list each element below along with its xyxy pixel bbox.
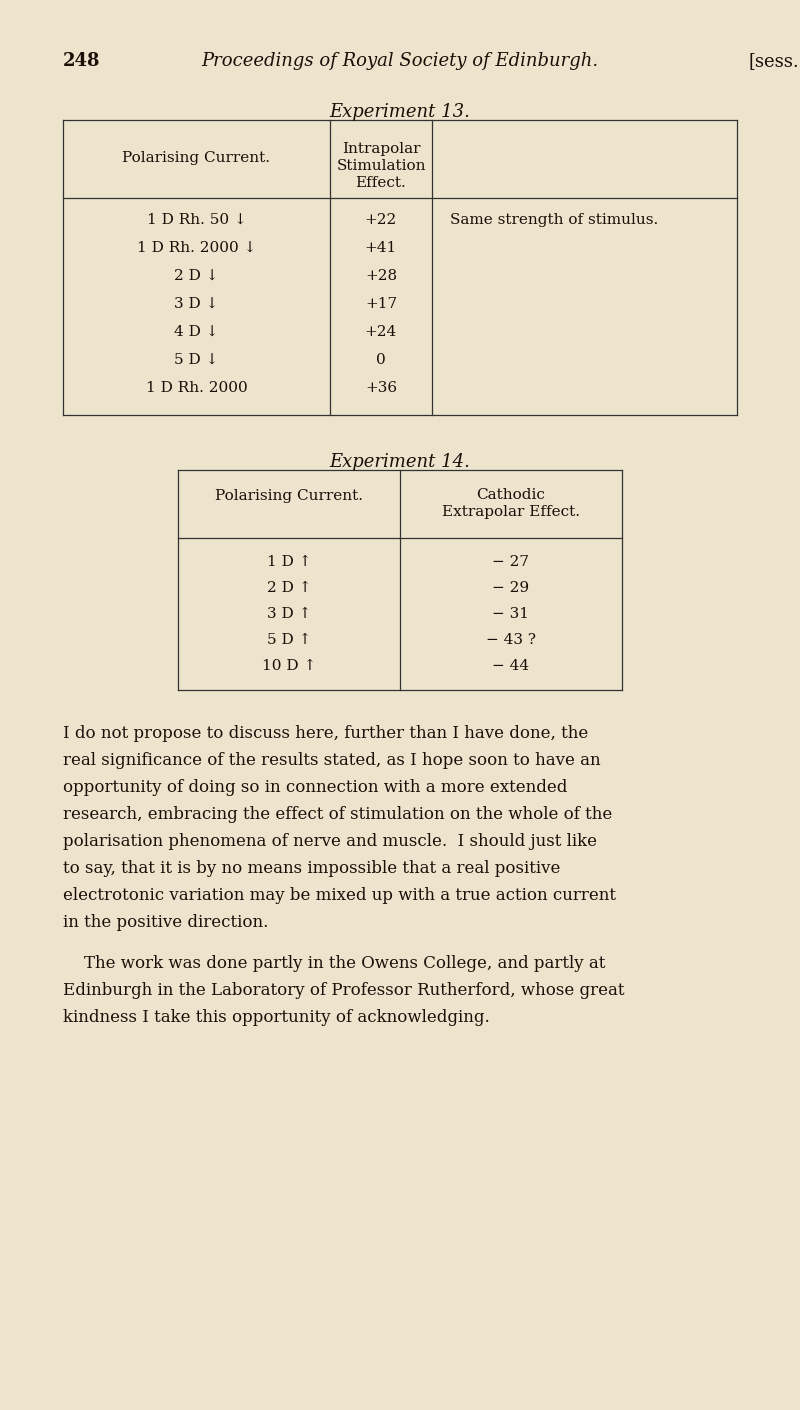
Text: Effect.: Effect. (356, 176, 406, 190)
Text: +22: +22 (365, 213, 397, 227)
Text: Stimulation: Stimulation (336, 159, 426, 173)
Text: electrotonic variation may be mixed up with a true action current: electrotonic variation may be mixed up w… (63, 887, 616, 904)
Text: Intrapolar: Intrapolar (342, 142, 420, 157)
Text: Experiment 14.: Experiment 14. (330, 453, 470, 471)
Text: 5 D ↑: 5 D ↑ (267, 633, 311, 647)
Text: − 27: − 27 (493, 556, 530, 570)
Text: I do not propose to discuss here, further than I have done, the: I do not propose to discuss here, furthe… (63, 725, 588, 742)
Text: 4 D ↓: 4 D ↓ (174, 324, 218, 338)
Text: − 43 ?: − 43 ? (486, 633, 536, 647)
Text: 1 D Rh. 2000: 1 D Rh. 2000 (146, 381, 247, 395)
Text: − 44: − 44 (493, 658, 530, 673)
Text: Experiment 13.: Experiment 13. (330, 103, 470, 121)
Text: 0: 0 (376, 352, 386, 367)
Text: kindness I take this opportunity of acknowledging.: kindness I take this opportunity of ackn… (63, 1010, 490, 1026)
Text: Same strength of stimulus.: Same strength of stimulus. (450, 213, 658, 227)
Text: Extrapolar Effect.: Extrapolar Effect. (442, 505, 580, 519)
Text: [sess.: [sess. (748, 52, 798, 70)
Text: +41: +41 (365, 241, 397, 255)
Text: Edinburgh in the Laboratory of Professor Rutherford, whose great: Edinburgh in the Laboratory of Professor… (63, 981, 625, 1000)
Text: Proceedings of Royal Society of Edinburgh.: Proceedings of Royal Society of Edinburg… (202, 52, 598, 70)
Text: 2 D ↓: 2 D ↓ (174, 269, 218, 283)
Text: polarisation phenomena of nerve and muscle.  I should just like: polarisation phenomena of nerve and musc… (63, 833, 597, 850)
Text: +17: +17 (365, 298, 397, 312)
Text: 1 D ↑: 1 D ↑ (266, 556, 311, 570)
Text: 10 D ↑: 10 D ↑ (262, 658, 316, 673)
Text: in the positive direction.: in the positive direction. (63, 914, 268, 931)
Text: − 31: − 31 (493, 606, 530, 620)
Text: 1 D Rh. 2000 ↓: 1 D Rh. 2000 ↓ (137, 241, 256, 255)
Text: Cathodic: Cathodic (477, 488, 546, 502)
Text: 3 D ↑: 3 D ↑ (267, 606, 311, 620)
Text: 248: 248 (63, 52, 101, 70)
Text: 1 D Rh. 50 ↓: 1 D Rh. 50 ↓ (146, 213, 246, 227)
Text: The work was done partly in the Owens College, and partly at: The work was done partly in the Owens Co… (63, 955, 606, 971)
Text: research, embracing the effect of stimulation on the whole of the: research, embracing the effect of stimul… (63, 807, 612, 823)
Text: to say, that it is by no means impossible that a real positive: to say, that it is by no means impossibl… (63, 860, 560, 877)
Text: 2 D ↑: 2 D ↑ (266, 581, 311, 595)
Text: 5 D ↓: 5 D ↓ (174, 352, 218, 367)
Text: +24: +24 (365, 324, 397, 338)
Text: 3 D ↓: 3 D ↓ (174, 298, 218, 312)
Text: − 29: − 29 (493, 581, 530, 595)
Text: +28: +28 (365, 269, 397, 283)
Text: opportunity of doing so in connection with a more extended: opportunity of doing so in connection wi… (63, 778, 567, 797)
Text: Polarising Current.: Polarising Current. (122, 151, 270, 165)
Text: Polarising Current.: Polarising Current. (215, 489, 363, 503)
Text: +36: +36 (365, 381, 397, 395)
Text: real significance of the results stated, as I hope soon to have an: real significance of the results stated,… (63, 752, 601, 768)
